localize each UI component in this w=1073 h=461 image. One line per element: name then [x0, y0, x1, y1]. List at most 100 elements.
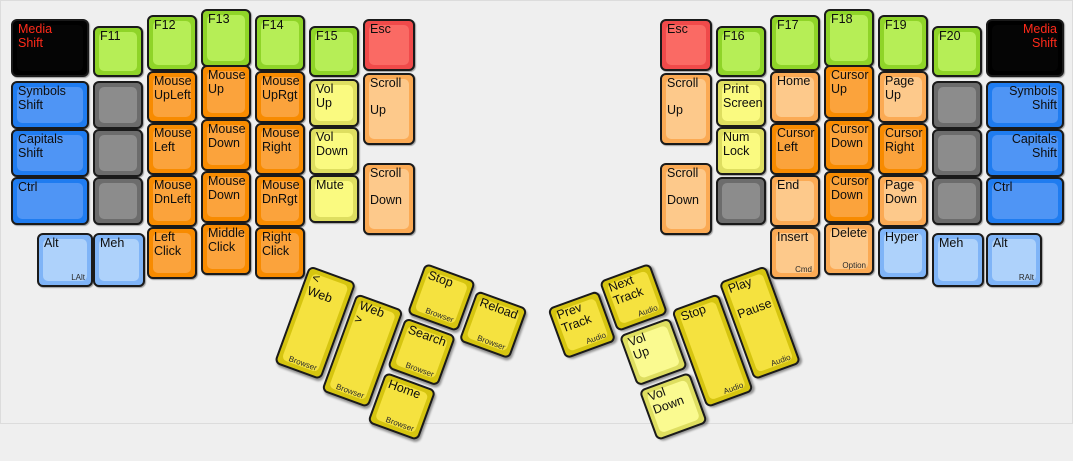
key-hyper[interactable]: Hyper	[878, 227, 928, 279]
keycap-surface	[938, 87, 976, 123]
key-cursor-down-2[interactable]: Cursor Down	[824, 171, 874, 223]
key-f16[interactable]: F16	[716, 26, 766, 77]
keycap-surface	[884, 233, 922, 273]
key-blank-r1[interactable]	[932, 81, 982, 129]
keycap-surface	[992, 135, 1058, 171]
key-mouse-up-right[interactable]: Mouse UpRgt	[255, 71, 305, 123]
key-mouse-down-left[interactable]: Mouse DnLeft	[147, 175, 197, 227]
key-mouse-right[interactable]: Mouse Right	[255, 123, 305, 175]
key-ctrl-left[interactable]: Ctrl	[11, 177, 89, 225]
key-scroll-up-left[interactable]: Scroll Up	[363, 73, 415, 145]
keycap-surface	[17, 135, 83, 171]
key-mouse-up[interactable]: Mouse Up	[201, 65, 251, 119]
key-blank-l3[interactable]	[93, 177, 143, 225]
key-cursor-down-1[interactable]: Cursor Down	[824, 119, 874, 171]
key-vol-down-left[interactable]: Vol Down	[309, 127, 359, 175]
key-mouse-down-2[interactable]: Mouse Down	[201, 171, 251, 223]
key-middle-click[interactable]: Middle Click	[201, 223, 251, 275]
key-cursor-left[interactable]: Cursor Left	[770, 123, 820, 175]
key-insert[interactable]: Insert Cmd	[770, 227, 820, 279]
key-mouse-down-right[interactable]: Mouse DnRgt	[255, 175, 305, 227]
key-meh-left[interactable]: Meh	[93, 233, 145, 287]
keycap-surface	[369, 79, 409, 139]
key-capitals-shift-right[interactable]: Capitals Shift	[986, 129, 1064, 177]
key-f13[interactable]: F13	[201, 9, 251, 67]
key-esc-left[interactable]: Esc	[363, 19, 415, 71]
key-vol-up-left[interactable]: Vol Up	[309, 79, 359, 127]
key-blank-l2[interactable]	[93, 129, 143, 177]
key-meh-right[interactable]: Meh	[932, 233, 984, 287]
key-esc-right[interactable]: Esc	[660, 19, 712, 71]
keycap-surface	[315, 133, 353, 169]
key-scroll-down-left[interactable]: Scroll Down	[363, 163, 415, 235]
key-symbols-shift-right[interactable]: Symbols Shift	[986, 81, 1064, 129]
key-cursor-up[interactable]: Cursor Up	[824, 65, 874, 119]
key-capitals-shift-left[interactable]: Capitals Shift	[11, 129, 89, 177]
keycap-surface	[884, 129, 922, 169]
key-alt-left[interactable]: Alt LAlt	[37, 233, 93, 287]
keycap-surface	[466, 297, 521, 352]
keycap-surface	[884, 77, 922, 117]
key-scroll-up-right[interactable]: Scroll Up	[660, 73, 712, 145]
keycap-surface	[315, 85, 353, 121]
keycap-surface	[315, 32, 353, 71]
key-f12[interactable]: F12	[147, 15, 197, 71]
keycap-surface	[99, 135, 137, 171]
keycap-surface	[722, 32, 760, 71]
key-symbols-shift-left[interactable]: Symbols Shift	[11, 81, 89, 129]
keycap-surface	[207, 125, 245, 165]
keycap-surface	[207, 229, 245, 269]
keycap-surface	[666, 25, 706, 65]
keycap-surface	[722, 183, 760, 219]
key-end-right[interactable]: End	[770, 175, 820, 227]
key-print-screen[interactable]: Print Screen	[716, 79, 766, 127]
key-blank-r3[interactable]	[716, 177, 766, 225]
key-f20[interactable]: F20	[932, 26, 982, 77]
keycap-surface	[261, 77, 299, 117]
key-mute-left[interactable]: Mute	[309, 175, 359, 223]
key-mouse-up-left[interactable]: Mouse UpLeft	[147, 71, 197, 123]
keycap-surface	[17, 25, 83, 71]
keycap-surface	[776, 233, 814, 273]
keycap-surface	[99, 87, 137, 123]
key-blank-l1[interactable]	[93, 81, 143, 129]
key-f19[interactable]: F19	[878, 15, 928, 71]
key-scroll-down-right[interactable]: Scroll Down	[660, 163, 712, 235]
key-alt-right[interactable]: Alt RAlt	[986, 233, 1042, 287]
keycap-surface	[414, 270, 469, 325]
keycap-surface	[99, 239, 139, 281]
key-mouse-down-1[interactable]: Mouse Down	[201, 119, 251, 171]
keycap-surface	[17, 183, 83, 219]
key-delete[interactable]: Delete Option	[824, 223, 874, 275]
keycap-surface	[938, 239, 978, 281]
keycap-surface	[43, 239, 87, 281]
key-home-right[interactable]: Home	[770, 71, 820, 123]
keycap-surface	[776, 129, 814, 169]
key-f15[interactable]: F15	[309, 26, 359, 77]
key-ctrl-right[interactable]: Ctrl	[986, 177, 1064, 225]
keycap-surface	[830, 229, 868, 269]
key-f11[interactable]: F11	[93, 26, 143, 77]
key-media-shift-left[interactable]: Media Shift	[11, 19, 89, 77]
key-left-click[interactable]: Left Click	[147, 227, 197, 279]
key-page-down[interactable]: Page Down	[878, 175, 928, 227]
keycap-surface	[394, 324, 449, 379]
keycap-surface	[17, 87, 83, 123]
keycap-surface	[884, 181, 922, 221]
key-f18[interactable]: F18	[824, 9, 874, 67]
key-num-lock[interactable]: Num Lock	[716, 127, 766, 175]
keycap-surface	[722, 133, 760, 169]
key-media-shift-right[interactable]: Media Shift	[986, 19, 1064, 77]
key-right-click[interactable]: Right Click	[255, 227, 305, 279]
key-cursor-right[interactable]: Cursor Right	[878, 123, 928, 175]
keycap-surface	[776, 21, 814, 65]
keycap-surface	[315, 181, 353, 217]
key-page-up[interactable]: Page Up	[878, 71, 928, 123]
key-mouse-left[interactable]: Mouse Left	[147, 123, 197, 175]
key-f17[interactable]: F17	[770, 15, 820, 71]
key-blank-r4[interactable]	[932, 177, 982, 225]
keycap-surface	[369, 169, 409, 229]
key-blank-r2[interactable]	[932, 129, 982, 177]
keycap-surface	[992, 183, 1058, 219]
key-f14[interactable]: F14	[255, 15, 305, 71]
